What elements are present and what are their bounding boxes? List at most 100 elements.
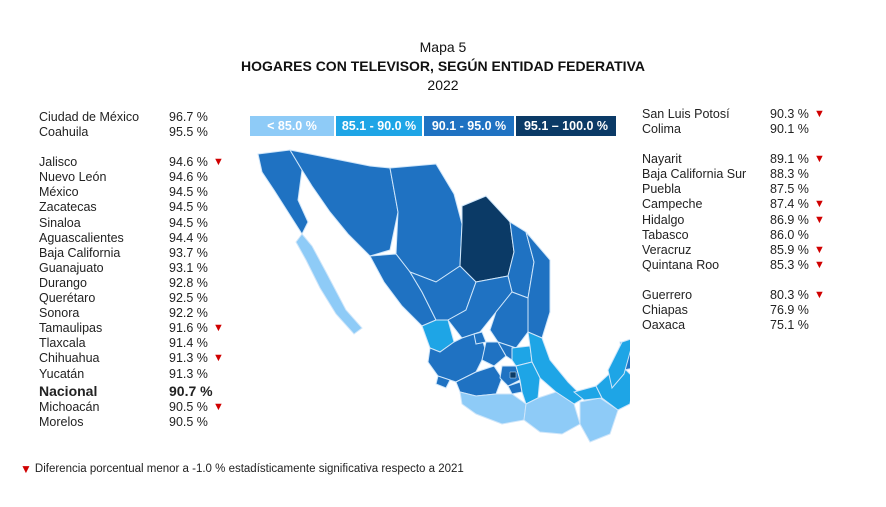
state-value: 93.1 % — [169, 260, 208, 275]
state-value: 91.3 % — [169, 366, 208, 381]
state-name: Yucatán — [39, 366, 85, 381]
state-row: Quintana Roo 85.3 % ▼ — [642, 258, 828, 273]
state-name: Quintana Roo — [642, 257, 720, 272]
down-triangle-icon: ▼ — [213, 322, 224, 335]
state-name: Tamaulipas — [39, 321, 103, 336]
right-state-list: San Luis Potosí 90.3 % ▼ Colima 90.1 % Nayari… — [642, 107, 828, 333]
map-header: Mapa 5 HOGARES CON TELEVISOR, SEGÚN ENTI… — [0, 38, 886, 95]
state-row: Morelos 90.5 % — [39, 415, 227, 430]
region-quintana-roo — [607, 338, 630, 390]
mexico-map — [257, 149, 630, 443]
state-row: Guanajuato 93.1 % — [39, 261, 227, 276]
group-spacer — [39, 140, 227, 155]
region-aguascalientes — [473, 331, 487, 345]
state-value: 88.3 % — [770, 167, 809, 182]
down-triangle-icon: ▼ — [20, 462, 32, 476]
state-row: Veracruz 85.9 % ▼ — [642, 243, 828, 258]
group-spacer — [642, 273, 828, 288]
legend-item-85-90: 85.1 - 90.0 % — [336, 116, 422, 136]
region-ciudad-de-mexico — [509, 371, 517, 379]
state-row: Sinaloa 94.5 % — [39, 216, 227, 231]
state-name: México — [39, 185, 79, 200]
legend-label: 90.1 - 95.0 % — [431, 119, 507, 133]
state-row: Guerrero 80.3 % ▼ — [642, 288, 828, 303]
state-name: Baja California Sur — [642, 167, 747, 182]
state-value: 93.7 % — [169, 245, 208, 260]
map-title: HOGARES CON TELEVISOR, SEGÚN ENTIDAD FED… — [241, 58, 645, 74]
state-row: Oaxaca 75.1 % — [642, 318, 828, 333]
down-triangle-icon: ▼ — [213, 156, 224, 169]
state-value: 92.5 % — [169, 291, 208, 306]
state-value: 76.9 % — [770, 303, 809, 318]
state-value: 96.7 % — [169, 110, 208, 124]
state-name: Chiapas — [642, 303, 688, 318]
state-value: 94.6 % — [169, 155, 208, 170]
state-name: Guanajuato — [39, 260, 104, 275]
state-row: Chihuahua 91.3 % ▼ — [39, 351, 227, 366]
state-name: San Luis Potosí — [642, 107, 730, 121]
state-value: 95.5 % — [169, 125, 208, 140]
state-row: Jalisco 94.6 % ▼ — [39, 155, 227, 170]
state-value: 94.5 % — [169, 215, 208, 230]
state-value: 85.3 % — [770, 257, 809, 272]
state-name: Durango — [39, 275, 87, 290]
group-spacer — [642, 137, 828, 152]
map-label: Mapa 5 — [419, 39, 467, 55]
state-row: San Luis Potosí 90.3 % ▼ — [642, 107, 828, 122]
state-name: Nacional — [39, 382, 98, 399]
state-row: Zacatecas 94.5 % — [39, 200, 227, 215]
state-row: Durango 92.8 % — [39, 276, 227, 291]
state-value: 92.8 % — [169, 275, 208, 290]
state-name: Chihuahua — [39, 351, 100, 366]
region-guanajuato — [481, 341, 507, 367]
state-value: 91.6 % — [169, 321, 208, 336]
state-name: Coahuila — [39, 125, 89, 140]
down-triangle-icon: ▼ — [814, 258, 825, 271]
down-triangle-icon: ▼ — [814, 198, 825, 211]
legend-label: 85.1 - 90.0 % — [341, 119, 417, 133]
state-row: Hidalgo 86.9 % ▼ — [642, 213, 828, 228]
state-value: 94.4 % — [169, 230, 208, 245]
state-row: Baja California Sur 88.3 % — [642, 167, 828, 182]
state-value: 94.5 % — [169, 200, 208, 215]
state-name: Zacatecas — [39, 200, 97, 215]
left-state-list: Ciudad de México 96.7 % Coahuila 95.5 % Jali… — [39, 110, 227, 430]
state-name: Baja California — [39, 245, 121, 260]
state-row: Coahuila 95.5 % — [39, 125, 227, 140]
state-row: Colima 90.1 % — [642, 122, 828, 137]
state-value: 86.9 % — [770, 212, 809, 227]
state-value: 91.3 % — [169, 351, 208, 366]
down-triangle-icon: ▼ — [814, 153, 825, 166]
state-value: 90.3 % — [770, 107, 809, 121]
state-value: 87.5 % — [770, 182, 809, 197]
state-row: Yucatán 91.3 % — [39, 367, 227, 382]
state-value: 87.4 % — [770, 197, 809, 212]
footnote-text: Diferencia porcentual menor a -1.0 % est… — [34, 463, 464, 475]
state-row: Aguascalientes 94.4 % — [39, 231, 227, 246]
state-value: 91.4 % — [169, 336, 208, 351]
state-row: Tabasco 86.0 % — [642, 228, 828, 243]
state-value: 94.5 % — [169, 185, 208, 200]
state-row: Campeche 87.4 % ▼ — [642, 197, 828, 212]
state-name: Guerrero — [642, 287, 693, 302]
state-name: Nuevo León — [39, 170, 107, 185]
down-triangle-icon: ▼ — [814, 108, 825, 120]
legend-label: 95.1 – 100.0 % — [523, 119, 609, 133]
state-row: Ciudad de México 96.7 % — [39, 110, 227, 125]
state-name: Michoacán — [39, 399, 100, 414]
footnote: ▼ Diferencia porcentual menor a -1.0 % e… — [20, 462, 464, 476]
state-name: Sinaloa — [39, 215, 81, 230]
legend-item-lt85: < 85.0 % — [250, 116, 334, 136]
state-value: 86.0 % — [770, 227, 809, 242]
state-row: Sonora 92.2 % — [39, 306, 227, 321]
region-colima — [435, 375, 451, 389]
down-triangle-icon: ▼ — [814, 213, 825, 226]
state-row: Puebla 87.5 % — [642, 182, 828, 197]
legend-label: < 85.0 % — [267, 119, 317, 133]
state-name: Colima — [642, 122, 681, 137]
map-year: 2022 — [427, 77, 459, 93]
state-name: Ciudad de México — [39, 110, 140, 124]
state-row: Chiapas 76.9 % — [642, 303, 828, 318]
state-row: Tlaxcala 91.4 % — [39, 336, 227, 351]
state-value: 75.1 % — [770, 318, 809, 333]
